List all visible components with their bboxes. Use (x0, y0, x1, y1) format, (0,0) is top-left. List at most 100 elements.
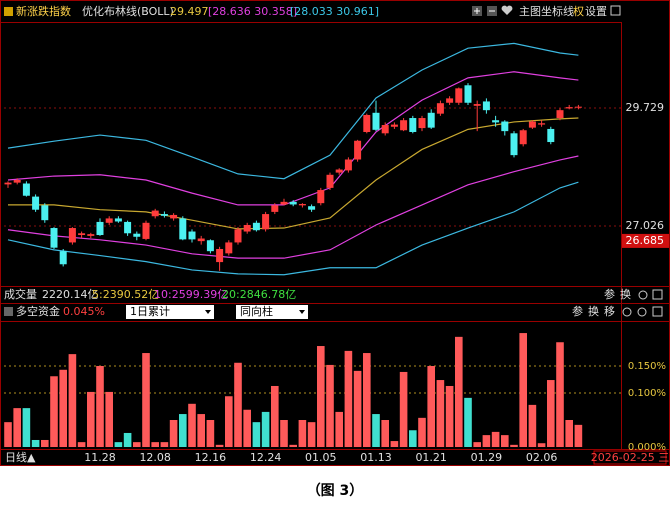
bar (519, 333, 527, 447)
volume-ma10: 10:2599.39亿 (154, 288, 228, 301)
bar (105, 391, 113, 447)
x-tick-label: 01.05 (305, 451, 337, 464)
candle-body (243, 224, 251, 232)
x-tick-label: 12.08 (139, 451, 171, 464)
x-tick-label: 01.29 (471, 451, 503, 464)
candle-body (436, 103, 444, 114)
y-tick-label: 0.000% (628, 442, 666, 453)
bar (482, 435, 491, 447)
period-button[interactable]: 日线▲ (5, 450, 36, 464)
candle-body (354, 140, 362, 160)
bar (114, 442, 123, 447)
bar (234, 362, 242, 447)
bar (556, 342, 564, 447)
caption: （图 3） (307, 483, 364, 499)
x-tick-label: 12.16 (195, 451, 227, 464)
candle-body (124, 221, 132, 234)
bar (188, 403, 196, 447)
bar (464, 397, 472, 447)
candle-body (271, 205, 279, 212)
candle-body (32, 196, 40, 210)
candle-body (41, 205, 49, 221)
bar (133, 442, 141, 447)
bar (501, 435, 509, 447)
candle-body (326, 174, 334, 188)
candle-body (538, 123, 546, 125)
mode-dropdown[interactable] (126, 305, 214, 319)
candle-body (78, 233, 86, 236)
bar (50, 376, 58, 447)
bar (565, 420, 573, 447)
bar (271, 385, 279, 447)
bar (528, 404, 537, 447)
x-tick-label: 01.21 (415, 451, 447, 464)
param-button[interactable]: 参 (572, 304, 583, 318)
candle-body (133, 233, 141, 237)
bar (409, 430, 417, 447)
candle-body (160, 214, 168, 216)
bar (123, 432, 132, 447)
y-tick-label: 27.026 (626, 219, 665, 232)
move-button[interactable]: 移 (604, 305, 615, 318)
bar (22, 408, 31, 447)
y-tick-label: 0.150% (628, 361, 666, 372)
bar (96, 366, 104, 447)
candle-body (170, 214, 178, 219)
candle-body (409, 118, 417, 133)
band-line (7, 155, 579, 259)
band-line (7, 42, 579, 180)
candle-body (344, 159, 352, 171)
favorite-button[interactable] (501, 5, 513, 15)
help-icon[interactable] (4, 307, 13, 316)
bar (151, 442, 159, 447)
candle-body (400, 120, 408, 131)
x-tick-label: 11.28 (84, 451, 116, 464)
boll-mid: 29.497 (170, 5, 209, 18)
x-tick-label: 02.06 (526, 451, 558, 464)
switch-button[interactable]: 换 (620, 287, 631, 301)
candle-body (188, 231, 196, 240)
mode-value: 1日累计 (130, 305, 170, 318)
switch-button[interactable]: 换 (588, 304, 599, 318)
funds-label: 多空资金 (16, 304, 60, 318)
bar (13, 408, 21, 447)
candle-body (482, 101, 490, 111)
bar (215, 444, 224, 447)
maximize-button[interactable] (610, 5, 621, 16)
x-tick-label: 12.24 (250, 451, 282, 464)
bar (87, 391, 95, 447)
band-line (7, 71, 579, 206)
volume-total: 2220.14亿 (42, 288, 99, 301)
fav-icon[interactable] (638, 290, 648, 300)
bar (491, 431, 500, 447)
bar (169, 420, 178, 447)
candle-body (547, 128, 555, 143)
candle-body (308, 206, 316, 210)
bar (436, 380, 445, 447)
param-button[interactable]: 参 (604, 287, 615, 301)
style-dropdown[interactable] (236, 305, 308, 319)
candle-body (4, 182, 12, 185)
close-button[interactable] (652, 289, 663, 300)
fav-icon[interactable] (622, 307, 632, 317)
candle-body (363, 114, 371, 133)
candle-body (114, 218, 122, 222)
settings-button[interactable]: 设置 (585, 5, 607, 18)
bar (77, 442, 86, 447)
bar (473, 442, 481, 447)
candle-body (179, 218, 187, 240)
bar (4, 422, 12, 447)
band-line (7, 181, 579, 276)
candle-body (280, 201, 288, 205)
close-button[interactable] (652, 306, 663, 317)
candle-body (418, 118, 426, 129)
candle-body (510, 133, 518, 156)
bar (252, 422, 261, 447)
main-chart-button[interactable]: 主图 (519, 5, 541, 18)
bar (59, 369, 67, 447)
settings-icon[interactable] (637, 307, 647, 317)
rights-button[interactable]: 权 (573, 5, 584, 18)
candle-body (225, 242, 233, 254)
axis-button[interactable]: 坐标线 (541, 4, 574, 18)
